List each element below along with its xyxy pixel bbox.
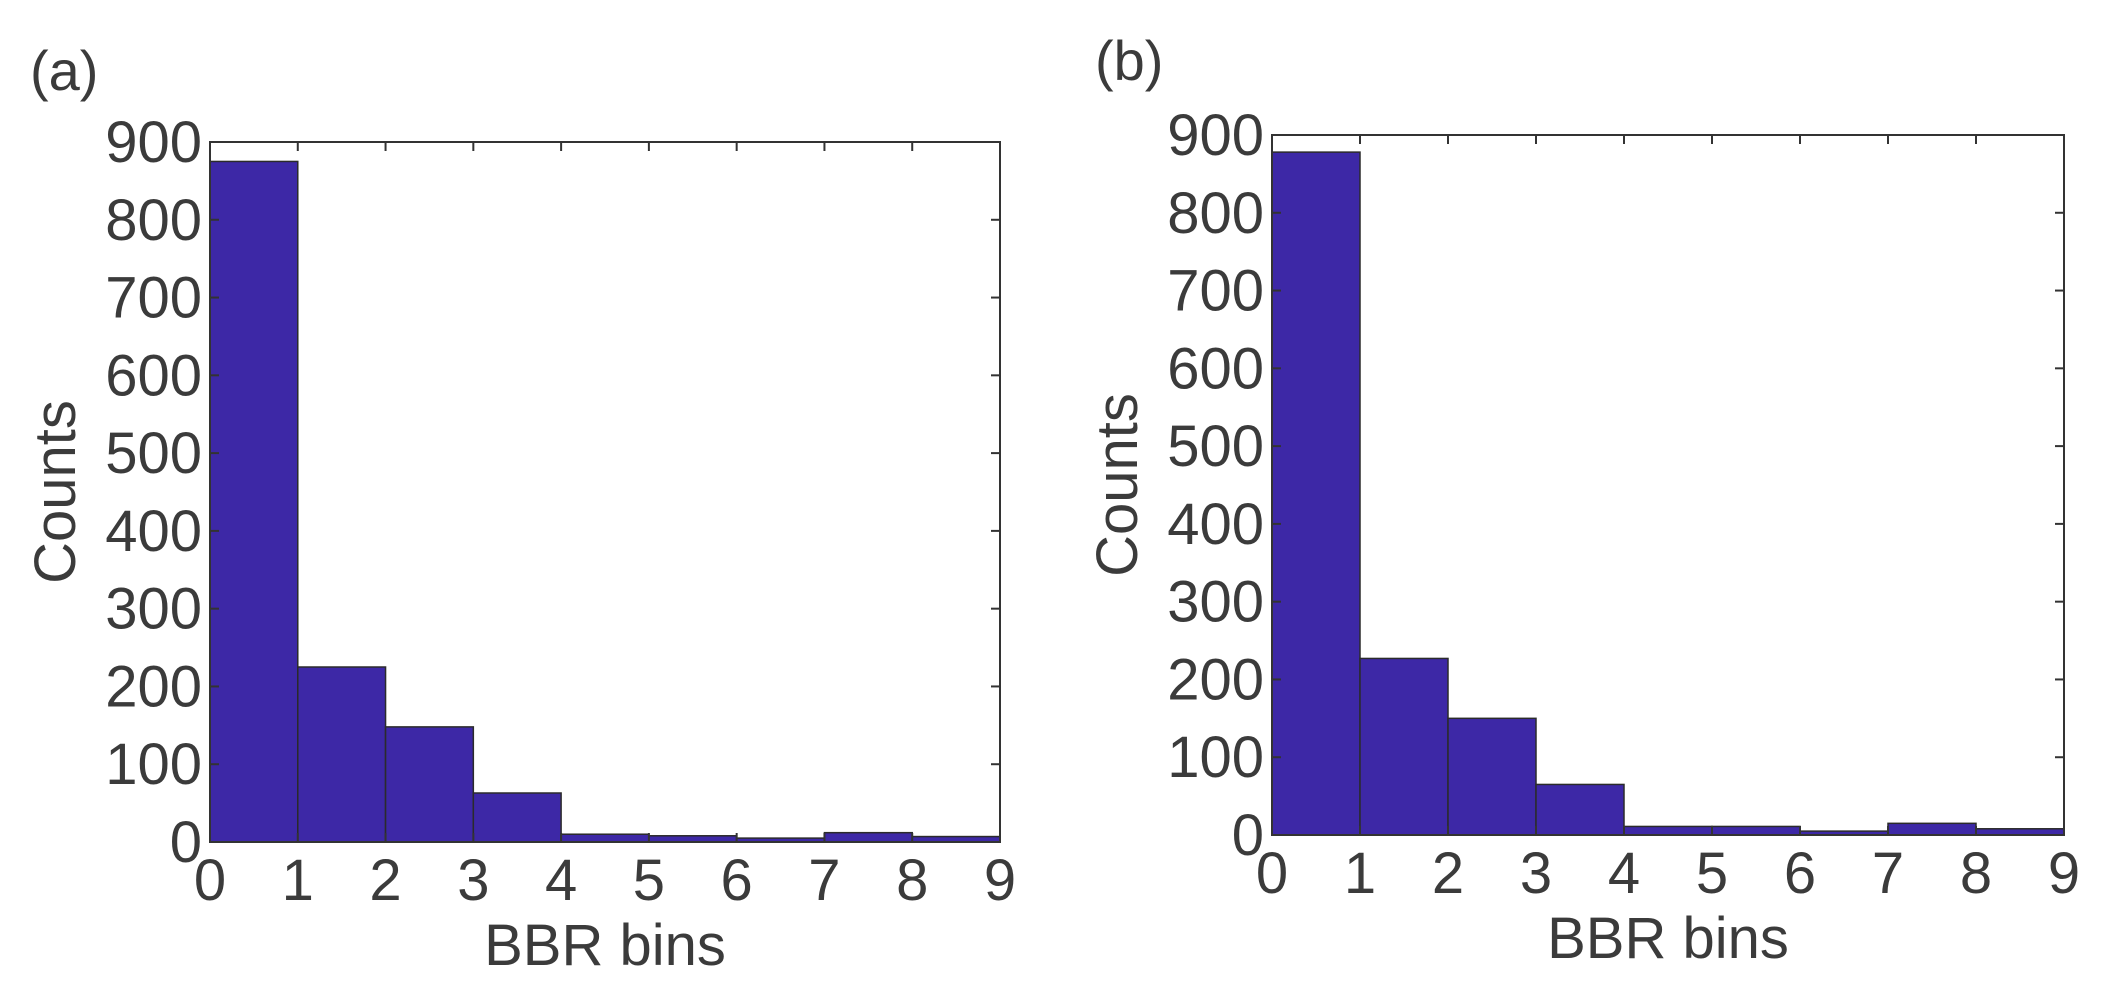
x-tick-label: 5 [1696,841,1728,906]
histogram-bar [823,831,913,843]
plot-frame [1271,134,2065,836]
y-tick-label: 400 [1167,492,1264,557]
x-tick-label: 2 [1432,841,1464,906]
y-axis-label: Counts [1085,393,1150,577]
histogram-bar [1623,825,1713,836]
y-tick-label: 900 [105,110,202,175]
y-tick-label: 800 [105,188,202,253]
histogram-bar [560,833,650,843]
y-tick-label: 300 [105,577,202,642]
histogram-bar [384,726,475,843]
panel-a: (a)0 1 2 3 4 5 6 7 8 9010020030040050060070080090… [23,39,1016,978]
x-axis-label: BBR bins [484,913,726,978]
histogram-bar [1359,657,1449,836]
y-tick-label: 500 [105,421,202,486]
histogram-bar [1887,822,1977,836]
x-tick-label: 5 [633,848,665,913]
y-tick-label: 400 [105,499,202,564]
x-tick-label: 1 [1344,841,1376,906]
x-tick-label: 0 [194,848,226,913]
y-tick-label: 800 [1167,181,1264,246]
histogram-bar [1535,783,1625,836]
y-tick-label: 100 [1167,725,1264,790]
y-tick-label: 500 [1167,414,1264,479]
x-tick-label: 8 [896,848,928,913]
y-tick-label: 0 [1232,803,1264,868]
x-tick-label: 9 [984,848,1016,913]
x-tick-label: 1 [282,848,314,913]
panel-label: (b) [1095,29,1163,92]
histogram-bar [1447,717,1537,836]
histogram-bar [472,792,562,843]
x-tick-label: 4 [545,848,577,913]
histogram-bar [1711,825,1801,836]
x-tick-label: 7 [1872,841,1904,906]
x-axis-label: BBR bins [1547,906,1789,971]
y-tick-label: 600 [105,343,202,408]
x-tick-label: 9 [2048,841,2080,906]
x-tick-label: 0 [1256,841,1288,906]
x-tick-label: 6 [1784,841,1816,906]
x-tick-label: 3 [1520,841,1552,906]
y-tick-label: 200 [105,654,202,719]
y-tick-label: 700 [105,266,202,331]
x-tick-label: 2 [369,848,401,913]
plot-frame [209,141,1001,843]
y-tick-label: 600 [1167,336,1264,401]
panel-b: (b)0 1 2 3 4 5 6 7 8 9010020030040050060070080090… [1085,29,2080,971]
y-tick-label: 900 [1167,103,1264,168]
x-tick-label: 3 [457,848,489,913]
x-tick-label: 4 [1608,841,1640,906]
panel-label: (a) [30,39,98,102]
x-tick-label: 7 [808,848,840,913]
y-tick-label: 100 [105,732,202,797]
x-tick-label: 8 [1960,841,1992,906]
histogram-bar [209,160,299,843]
histogram-bar [297,666,387,843]
y-tick-label: 700 [1167,259,1264,324]
y-tick-label: 200 [1167,647,1264,712]
histogram-bar [1271,151,1361,836]
y-axis-label: Counts [23,400,88,584]
y-tick-label: 0 [170,810,202,875]
y-tick-label: 300 [1167,570,1264,635]
x-tick-label: 6 [721,848,753,913]
